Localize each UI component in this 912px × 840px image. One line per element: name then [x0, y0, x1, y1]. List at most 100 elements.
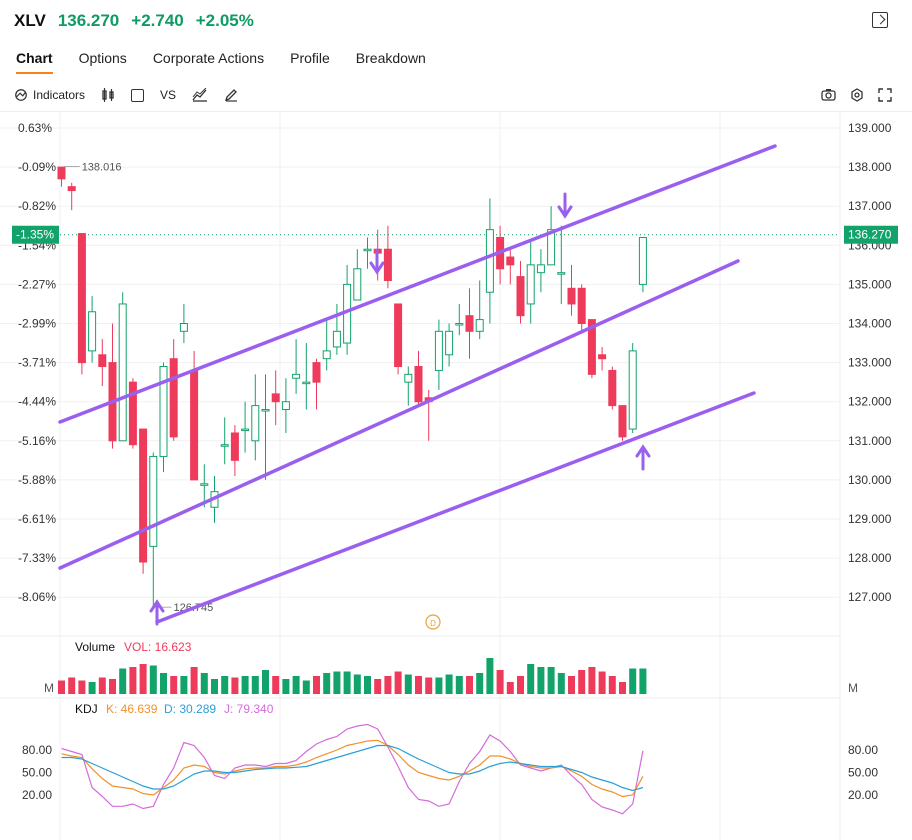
volume-bar — [568, 676, 575, 694]
chart-style-icon[interactable] — [192, 88, 208, 102]
price-tick-label: 127.000 — [848, 590, 892, 604]
chart-toolbar: Indicators VS — [14, 84, 892, 106]
volume-bar — [180, 676, 188, 694]
percent-tick-label: -0.09% — [18, 160, 56, 174]
price-tick-label: 129.000 — [848, 512, 892, 526]
volume-bar — [598, 671, 606, 694]
volume-bar — [455, 676, 463, 694]
annotation-arrowhead — [557, 205, 573, 219]
percent-tick-label: -5.16% — [18, 434, 56, 448]
volume-bar — [221, 676, 229, 694]
price-change: +2.740 — [131, 11, 184, 30]
square-icon[interactable] — [131, 88, 145, 102]
volume-bar — [343, 671, 351, 694]
candle-up — [281, 401, 290, 411]
percent-tick-label: -6.61% — [18, 512, 56, 526]
volume-value-label: VOL: 16.623 — [124, 640, 192, 654]
candle-up — [179, 323, 188, 332]
price-tick-label: 139.000 — [848, 121, 892, 135]
volume-bar — [394, 671, 402, 694]
volume-bar — [119, 668, 127, 694]
indicators-label: Indicators — [33, 88, 86, 102]
kdj-tick-left: 20.00 — [22, 788, 52, 802]
candlestick-type-icon[interactable] — [101, 88, 115, 102]
percent-tick-label: -7.33% — [18, 551, 56, 565]
volume-title: Volume — [75, 640, 115, 654]
volume-bar — [537, 667, 545, 694]
candle-up — [638, 236, 647, 285]
settings-gear-icon[interactable] — [850, 88, 864, 102]
volume-bar — [527, 664, 535, 694]
candle-up — [200, 483, 209, 486]
camera-icon[interactable] — [821, 88, 836, 102]
draw-tool-icon[interactable] — [224, 88, 238, 102]
ticker-symbol: XLV — [14, 11, 46, 30]
volume-bar — [506, 682, 514, 694]
volume-bar — [272, 676, 280, 694]
volume-bar — [517, 676, 524, 694]
candle-down — [618, 405, 627, 438]
channel-trendline — [58, 144, 777, 424]
volume-bar — [578, 670, 586, 694]
volume-bar — [109, 679, 116, 694]
candle-up — [536, 264, 545, 274]
percent-tick-label: -0.82% — [18, 199, 56, 213]
volume-bar — [415, 676, 422, 694]
quote-header: XLV 136.270 +2.740 +2.05% — [14, 8, 254, 34]
candle-down — [587, 319, 596, 375]
candle-down — [190, 369, 199, 481]
tab-profile[interactable]: Profile — [290, 50, 330, 66]
compare-vs-button[interactable]: VS — [160, 88, 177, 102]
candle-up — [159, 366, 168, 457]
candle-down — [414, 366, 423, 403]
candle-down — [608, 369, 617, 407]
candle-up — [322, 350, 331, 360]
tab-options[interactable]: Options — [78, 50, 127, 66]
volume-bar — [231, 677, 239, 694]
volume-bar — [88, 682, 96, 694]
candle-up — [88, 311, 97, 352]
kdj-k-line — [61, 739, 644, 798]
volume-bar — [262, 670, 269, 694]
volume-bar — [333, 671, 341, 694]
fullscreen-icon[interactable] — [878, 88, 892, 102]
price-tick-label: 135.000 — [848, 277, 892, 291]
price-tick-label: 130.000 — [848, 473, 892, 487]
tab-chart[interactable]: Chart — [16, 50, 53, 74]
tab-breakdown[interactable]: Breakdown — [355, 50, 426, 66]
candle-down — [77, 233, 86, 364]
tab-bar: Chart Options Corporate Actions Profile … — [16, 50, 426, 74]
candle-down — [57, 166, 66, 180]
indicators-button[interactable]: Indicators — [14, 88, 85, 102]
annotation-arrowhead — [149, 599, 165, 613]
candle-down — [312, 362, 321, 383]
volume-bar — [353, 674, 361, 694]
volume-bar — [496, 670, 504, 694]
kdj-title: KDJ — [75, 702, 98, 716]
exit-fullscreen-icon[interactable] — [872, 12, 888, 28]
toolbar-divider — [0, 111, 912, 112]
percent-tick-label: -8.06% — [18, 590, 56, 604]
price-tick-label: 137.000 — [848, 199, 892, 213]
candle-up — [149, 455, 158, 547]
indicators-icon — [15, 89, 27, 101]
candle-down — [516, 276, 525, 317]
kdj-k-label: K: 46.639 — [106, 702, 158, 716]
candle-down — [567, 287, 576, 305]
volume-bar — [323, 673, 331, 694]
volume-bar — [302, 680, 310, 694]
kdj-tick-right: 20.00 — [848, 788, 878, 802]
volume-bar — [68, 677, 76, 694]
price-tick-label: 133.000 — [848, 356, 892, 370]
tab-corporate-actions[interactable]: Corporate Actions — [152, 50, 265, 66]
candle-down — [98, 354, 107, 368]
kdj-tick-right: 50.00 — [848, 766, 878, 780]
candlestick-chart[interactable]: 139.000138.000137.000136.000135.000134.0… — [0, 112, 912, 840]
candle-up — [292, 373, 301, 379]
price-tick-label: 132.000 — [848, 395, 892, 409]
volume-bar — [476, 673, 484, 694]
volume-bar — [58, 680, 65, 694]
price-tick-label: 138.000 — [848, 160, 892, 174]
price-tick-label: 131.000 — [848, 434, 892, 448]
annotation-arrowhead — [635, 444, 651, 458]
